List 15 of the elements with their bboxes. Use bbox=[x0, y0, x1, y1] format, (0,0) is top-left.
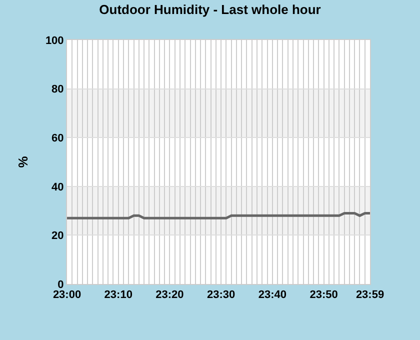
x-tick-label: 23:20 bbox=[156, 289, 184, 302]
y-tick-label: 0 bbox=[58, 278, 64, 291]
y-tick-label: 20 bbox=[52, 230, 64, 242]
y-axis-title: % bbox=[15, 156, 30, 168]
x-tick-label: 23:40 bbox=[258, 289, 287, 302]
x-tick-label: 23:59 bbox=[356, 289, 384, 302]
y-tick-label: 100 bbox=[45, 34, 64, 47]
x-tick-label: 23:00 bbox=[52, 289, 82, 302]
y-tick-label: 80 bbox=[52, 84, 64, 96]
x-tick-label: 23:50 bbox=[310, 289, 338, 302]
y-tick-label: 60 bbox=[52, 132, 64, 144]
x-tick-label: 23:10 bbox=[104, 289, 132, 302]
y-tick-label: 40 bbox=[52, 181, 64, 194]
x-tick-label: 23:30 bbox=[207, 289, 236, 302]
chart-title: Outdoor Humidity - Last whole hour bbox=[99, 2, 321, 18]
